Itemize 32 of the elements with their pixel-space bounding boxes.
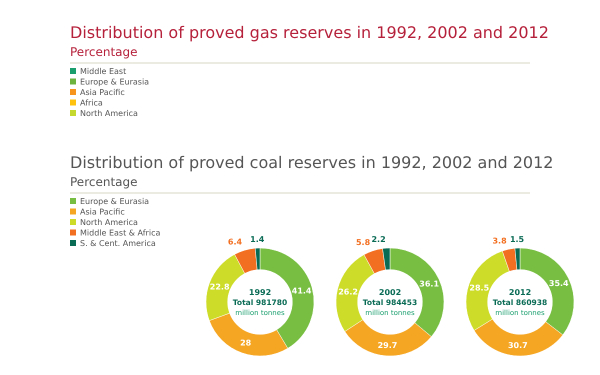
data-label: 35.4	[548, 278, 570, 288]
data-label: 26.2	[338, 288, 358, 297]
category-label: Africa	[80, 98, 103, 108]
data-label: 6.4	[228, 238, 242, 247]
slice-label: 2002	[378, 288, 402, 297]
data-label: 1.5	[510, 235, 525, 244]
chart-subtitle: Percentage	[70, 175, 138, 189]
data-label: 1.4	[250, 235, 265, 244]
category-label: Asia Pacific	[80, 88, 125, 97]
category-label: Europe & Eurasia	[80, 78, 150, 86]
data-label: 41.4	[292, 286, 312, 296]
data-label: 36.1	[419, 280, 440, 289]
text: Percentage	[70, 45, 138, 59]
slice-label: 2012	[508, 288, 532, 297]
legend-label: Asia Pacific	[80, 208, 125, 216]
data-label: 28	[240, 338, 252, 348]
legend-label: Middle East & Africa	[80, 228, 160, 238]
legend-label: Europe & Eurasia	[80, 197, 150, 206]
chart-title: Distribution of proved coal reserves in 1992, 2002 and 2012	[70, 153, 554, 172]
slice-label: 1992	[248, 288, 272, 297]
category-label: Middle East	[80, 67, 126, 76]
data-label: 2.2	[371, 235, 386, 244]
data-label: 28.5	[469, 284, 490, 293]
text: Distribution of proved gas reserves in 1992, 2002 and 2012	[70, 23, 549, 42]
data-label: 29.7	[378, 341, 398, 350]
legend-label: North America	[80, 218, 138, 227]
data-label: 5.8	[356, 238, 371, 248]
data-label: 22.8	[210, 282, 230, 292]
data-label: 3.8	[492, 236, 508, 246]
category-label: North America	[80, 109, 138, 118]
legend-label: S. & Cent. America	[80, 239, 156, 248]
data-label: 30.7	[508, 341, 528, 350]
